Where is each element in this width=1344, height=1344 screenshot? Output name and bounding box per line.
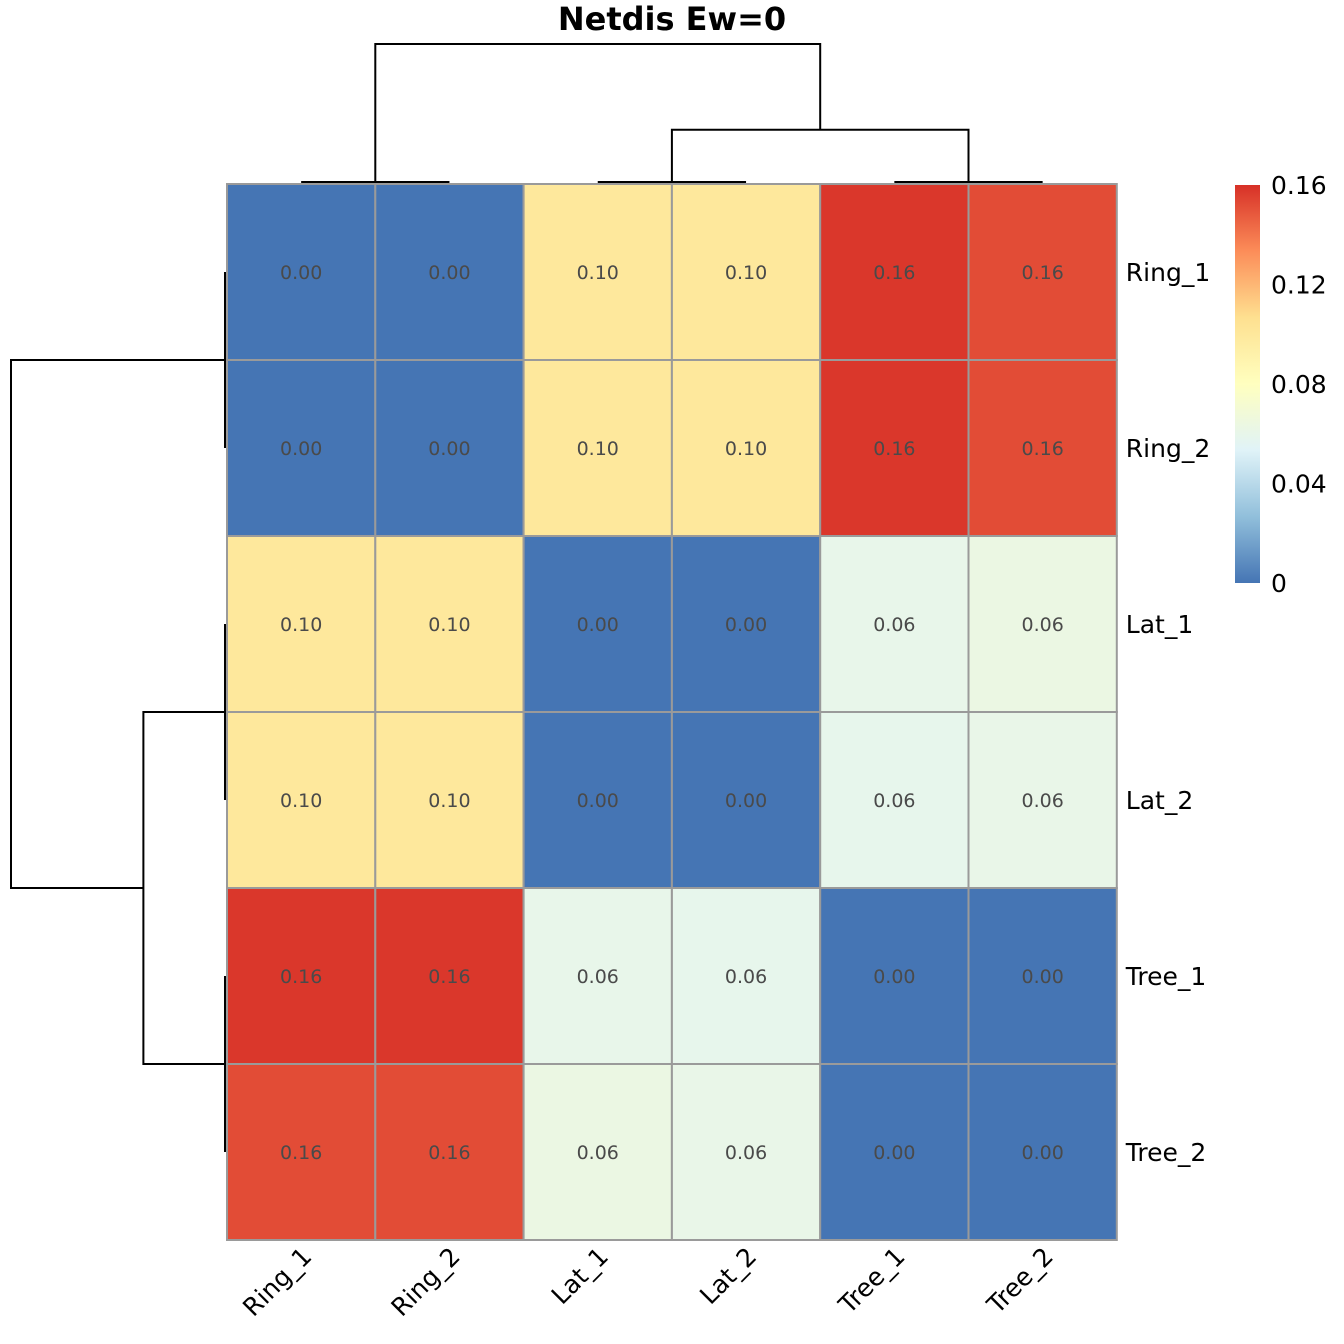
row-label: Lat_1 <box>1126 610 1193 639</box>
cell-value-label: 0.06 <box>725 1142 767 1164</box>
column-label: Tree_1 <box>832 1242 910 1320</box>
column-label: Tree_2 <box>981 1242 1059 1320</box>
cell-value-label: 0.00 <box>577 790 619 812</box>
heatmap-cell <box>967 711 1118 889</box>
heatmap-cell <box>819 183 970 361</box>
heatmap-cells: 0.00 0.00 0.10 0.10 0.16 0.16 0.00 0.00 0.10 0.10… <box>226 183 1118 1241</box>
cell-value-label: 0.00 <box>725 614 767 636</box>
dendrogram-branch <box>374 43 822 182</box>
column-dendrogram <box>301 43 1043 183</box>
cell-value-label: 0.06 <box>725 966 767 988</box>
cell-value-label: 0.00 <box>428 262 470 284</box>
cell-value-label: 0.06 <box>577 1142 619 1164</box>
heatmap-cell <box>967 887 1118 1065</box>
cell-value-label: 0.00 <box>577 614 619 636</box>
cell-value-label: 0.16 <box>1021 262 1063 284</box>
legend-tick-label: 0.16 <box>1271 171 1327 200</box>
column-labels: Ring_1 Ring_2 Lat_1 Lat_2 Tree_1 Tree_2 <box>237 1242 1059 1322</box>
cell-value-label: 0.10 <box>725 262 767 284</box>
legend-tick-label: 0.12 <box>1271 271 1327 300</box>
cell-value-label: 0.06 <box>1021 614 1063 636</box>
row-label: Lat_2 <box>1126 786 1193 815</box>
heatmap-cell <box>819 1063 970 1241</box>
cell-value-label: 0.06 <box>873 614 915 636</box>
row-label: Tree_2 <box>1125 1138 1207 1167</box>
heatmap-cell <box>819 535 970 713</box>
heatmap-cell <box>226 1063 377 1241</box>
heatmap-cell <box>522 887 673 1065</box>
cell-value-label: 0.16 <box>428 966 470 988</box>
row-label: Ring_2 <box>1126 434 1210 463</box>
heatmap-cell <box>522 711 673 889</box>
column-label: Lat_2 <box>694 1242 762 1310</box>
cell-value-label: 0.10 <box>280 614 322 636</box>
cell-value-label: 0.10 <box>725 438 767 460</box>
column-label: Ring_1 <box>237 1242 317 1322</box>
cell-value-label: 0.00 <box>280 438 322 460</box>
chart-title: Netdis Ew=0 <box>558 0 786 38</box>
column-label: Lat_1 <box>546 1242 614 1310</box>
cell-value-label: 0.10 <box>428 790 470 812</box>
cell-value-label: 0.10 <box>280 790 322 812</box>
cell-value-label: 0.16 <box>280 966 322 988</box>
cell-value-label: 0.16 <box>280 1142 322 1164</box>
row-dendrogram <box>10 272 226 1152</box>
heatmap-cell <box>522 1063 673 1241</box>
cell-value-label: 0.10 <box>577 438 619 460</box>
heatmap-cell <box>226 535 377 713</box>
cell-value-label: 0.16 <box>1021 438 1063 460</box>
cell-value-label: 0.06 <box>1021 790 1063 812</box>
heatmap-cell <box>226 359 377 537</box>
heatmap-cell <box>967 359 1118 537</box>
color-legend: 0 0.04 0.08 0.12 0.16 <box>1235 171 1327 598</box>
cell-value-label: 0.00 <box>428 438 470 460</box>
legend-tick-label: 0.04 <box>1271 470 1327 499</box>
dendrogram-branch <box>142 711 225 1065</box>
heatmap-cell <box>819 711 970 889</box>
dendrogram-branch <box>10 359 225 889</box>
heatmap-cell <box>374 1063 525 1241</box>
heatmap-cell <box>967 1063 1118 1241</box>
heatmap-cell <box>670 887 822 1065</box>
cell-value-label: 0.00 <box>725 790 767 812</box>
heatmap-cell <box>670 359 822 537</box>
heatmap-cell <box>670 183 822 361</box>
legend-tick-label: 0 <box>1271 569 1287 598</box>
cell-value-label: 0.16 <box>873 438 915 460</box>
row-labels: Ring_1 Ring_2 Lat_1 Lat_2 Tree_1 Tree_2 <box>1125 258 1210 1167</box>
heatmap-cell <box>374 359 525 537</box>
dendrogram-branch <box>670 128 970 182</box>
heatmap-cell <box>374 535 525 713</box>
row-label: Ring_1 <box>1126 258 1210 287</box>
column-label: Ring_2 <box>385 1242 465 1322</box>
legend-color-bar <box>1235 185 1260 583</box>
cell-value-label: 0.00 <box>873 966 915 988</box>
cell-value-label: 0.10 <box>428 614 470 636</box>
cell-value-label: 0.00 <box>873 1142 915 1164</box>
heatmap-cell <box>670 1063 822 1241</box>
row-label: Tree_1 <box>1125 962 1207 991</box>
cell-value-label: 0.06 <box>873 790 915 812</box>
heatmap-cell <box>967 535 1118 713</box>
heatmap-cell <box>967 183 1118 361</box>
cell-value-label: 0.16 <box>873 262 915 284</box>
cell-value-label: 0.10 <box>577 262 619 284</box>
cell-value-label: 0.00 <box>1021 1142 1063 1164</box>
cell-value-label: 0.00 <box>280 262 322 284</box>
cell-value-label: 0.16 <box>428 1142 470 1164</box>
heatmap-cell <box>374 887 525 1065</box>
legend-tick-label: 0.08 <box>1271 370 1327 399</box>
cell-value-label: 0.06 <box>577 966 619 988</box>
cell-value-label: 0.00 <box>1021 966 1063 988</box>
heatmap-cell <box>819 359 970 537</box>
